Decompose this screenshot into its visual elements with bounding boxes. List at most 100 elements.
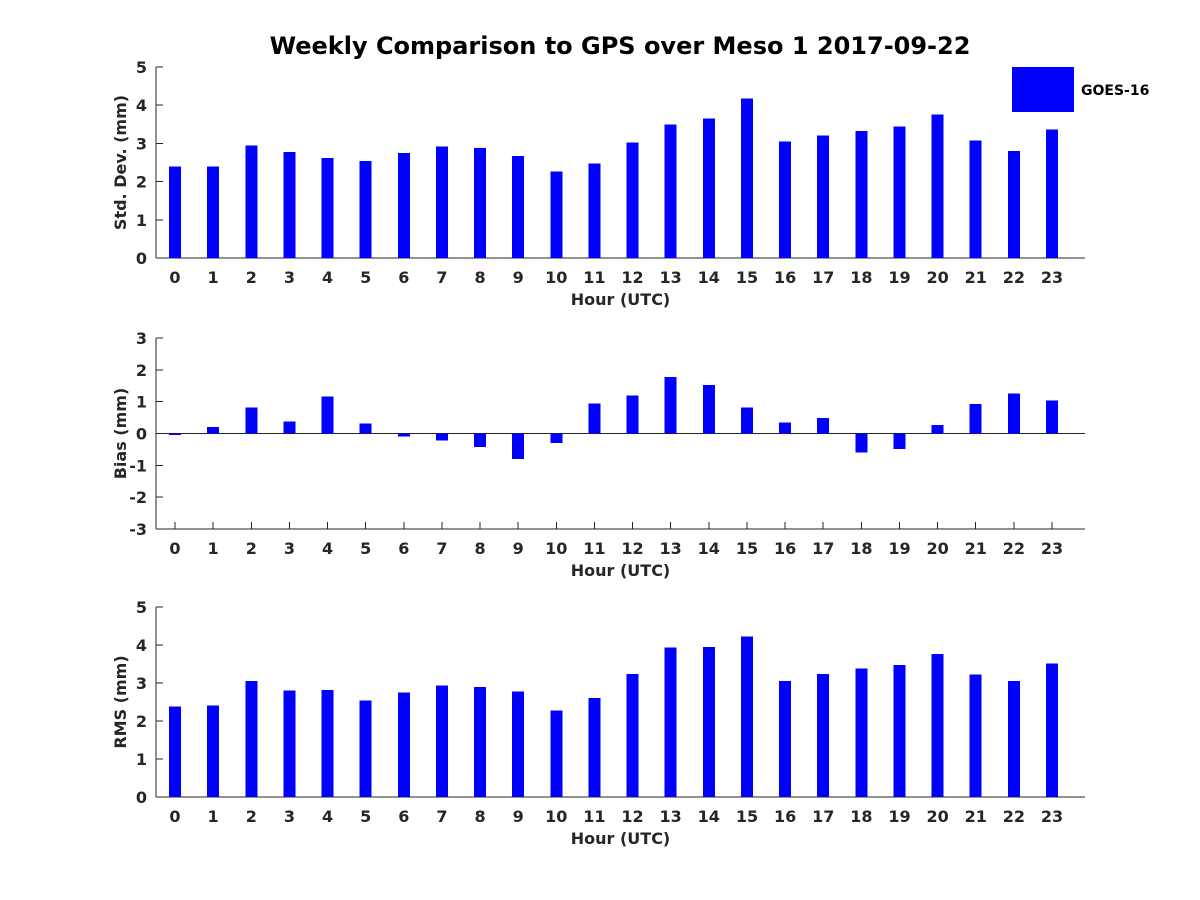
- bias-x-tick-label: 14: [698, 539, 720, 558]
- bias-bar-hour-0: [169, 433, 181, 436]
- rms-x-tick-label: 1: [208, 807, 219, 826]
- rms-x-tick-label: 3: [284, 807, 295, 826]
- legend: GOES-16: [1012, 67, 1149, 112]
- bias-y-tick-label: -3: [129, 520, 147, 539]
- bias-bar-hour-21: [969, 404, 982, 434]
- rms-bar-hour-14: [702, 646, 715, 797]
- std-dev-bar-hour-9: [512, 156, 525, 258]
- bias-x-tick-label: 0: [169, 539, 180, 558]
- bias-bar-hour-17: [817, 418, 830, 434]
- rms-x-tick-label: 11: [583, 807, 605, 826]
- bias-x-tick-label: 13: [660, 539, 682, 558]
- std-dev-x-tick-label: 6: [398, 268, 409, 287]
- std-dev-bar-hour-18: [855, 131, 868, 258]
- std-dev-x-tick-label: 10: [545, 268, 567, 287]
- bias-bar-hour-3: [283, 421, 296, 434]
- rms-bar-hour-11: [588, 697, 601, 797]
- bias-bar-hour-10: [550, 433, 563, 444]
- rms-bar-hour-22: [1007, 681, 1020, 797]
- bias-y-label: Bias (mm): [111, 388, 130, 480]
- bias-x-tick-label: 1: [208, 539, 219, 558]
- bias-x-tick-label: 2: [246, 539, 257, 558]
- rms-bar-hour-2: [245, 681, 258, 797]
- rms-bar-hour-12: [626, 673, 639, 797]
- rms-x-tick-label: 6: [398, 807, 409, 826]
- std-dev-bar-hour-8: [474, 147, 487, 258]
- rms-x-tick-label: 7: [436, 807, 447, 826]
- bias-x-label: Hour (UTC): [571, 561, 671, 580]
- bias-x-tick-label: 22: [1003, 539, 1025, 558]
- rms-y-tick-label: 2: [136, 712, 147, 731]
- bias-x-tick-label: 9: [513, 539, 524, 558]
- rms-x-tick-label: 2: [246, 807, 257, 826]
- rms-x-tick-label: 8: [474, 807, 485, 826]
- bias-bar-hour-13: [664, 377, 677, 434]
- rms-x-tick-label: 0: [169, 807, 180, 826]
- rms-x-tick-label: 21: [965, 807, 987, 826]
- std-dev-x-tick-label: 13: [660, 268, 682, 287]
- rms-x-label: Hour (UTC): [571, 829, 671, 848]
- rms-bar-hour-10: [550, 710, 563, 797]
- std-dev-y-label: Std. Dev. (mm): [111, 95, 130, 230]
- rms-bar-hour-7: [435, 685, 448, 797]
- std-dev-bar-hour-5: [359, 160, 372, 258]
- std-dev-y-tick-label: 0: [136, 249, 147, 268]
- rms-bar-hour-16: [779, 681, 792, 797]
- std-dev-x-tick-label: 7: [436, 268, 447, 287]
- bias-y-tick-label: -2: [129, 488, 147, 507]
- std-dev-y-tick-label: 2: [136, 173, 147, 192]
- rms-x-tick-label: 23: [1041, 807, 1063, 826]
- bias-x-tick-label: 6: [398, 539, 409, 558]
- std-dev-bar-hour-2: [245, 145, 258, 258]
- std-dev-bar-hour-17: [817, 135, 830, 258]
- bias-x-tick-label: 19: [888, 539, 910, 558]
- bias-x-tick-label: 20: [926, 539, 948, 558]
- bias-y-tick-label: 1: [136, 393, 147, 412]
- rms-bar-hour-21: [969, 674, 982, 797]
- rms-bar-hour-5: [359, 700, 372, 797]
- std-dev-x-tick-label: 14: [698, 268, 720, 287]
- bias-x-tick-label: 16: [774, 539, 796, 558]
- std-dev-bar-hour-11: [588, 163, 601, 258]
- std-dev-bar-hour-12: [626, 142, 639, 258]
- legend-label-goes-16: GOES-16: [1081, 83, 1149, 99]
- rms-x-tick-label: 19: [888, 807, 910, 826]
- bias-bar-hour-9: [512, 433, 525, 459]
- std-dev-x-tick-label: 12: [621, 268, 643, 287]
- bias-x-tick-label: 8: [474, 539, 485, 558]
- rms-y-tick-label: 1: [136, 750, 147, 769]
- bias-y-tick-label: 3: [136, 329, 147, 348]
- bias-x-tick-label: 4: [322, 539, 333, 558]
- rms-x-tick-label: 5: [360, 807, 371, 826]
- bias-bar-hour-22: [1007, 393, 1020, 434]
- std-dev-bar-hour-3: [283, 152, 296, 258]
- std-dev-bar-hour-22: [1007, 151, 1020, 258]
- rms-bar-hour-15: [740, 636, 753, 797]
- bias-bar-hour-14: [702, 385, 715, 434]
- rms-x-tick-label: 15: [736, 807, 758, 826]
- std-dev-y-tick-label: 1: [136, 211, 147, 230]
- rms-bar-hour-4: [321, 689, 334, 797]
- std-dev-y-tick-label: 3: [136, 134, 147, 153]
- rms-bar-hour-9: [512, 691, 525, 797]
- std-dev-bar-hour-20: [931, 114, 944, 258]
- bias-bar-hour-23: [1045, 400, 1058, 434]
- std-dev-x-tick-label: 20: [926, 268, 948, 287]
- bias-bar-hour-20: [931, 425, 944, 434]
- std-dev-x-tick-label: 5: [360, 268, 371, 287]
- rms-bar-hour-3: [283, 690, 296, 797]
- std-dev-bar-hour-13: [664, 124, 677, 258]
- bias-bar-hour-4: [321, 396, 334, 434]
- bias-bar-hour-1: [207, 427, 220, 434]
- rms-bar-hour-6: [397, 692, 410, 797]
- std-dev-bar-hour-0: [169, 166, 181, 258]
- rms-x-tick-label: 17: [812, 807, 834, 826]
- std-dev-x-tick-label: 22: [1003, 268, 1025, 287]
- rms-bar-hour-20: [931, 654, 944, 797]
- bias-bar-hour-18: [855, 433, 868, 453]
- rms-x-tick-label: 9: [513, 807, 524, 826]
- std-dev-x-tick-label: 0: [169, 268, 180, 287]
- rms-bar-hour-8: [474, 686, 487, 797]
